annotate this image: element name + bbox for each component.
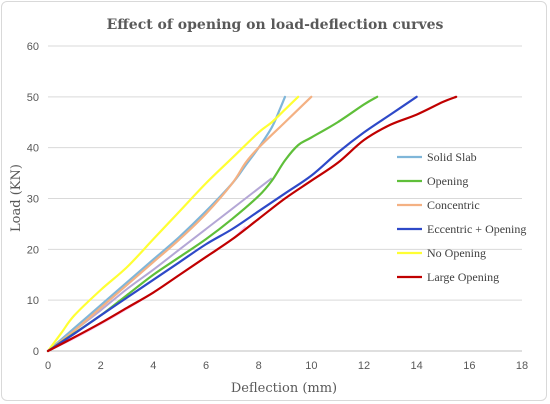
legend-item-opening: Opening: [397, 174, 468, 188]
legend-item-solid-slab: Solid Slab: [397, 150, 477, 164]
series-lines: [46, 95, 458, 353]
y-tick-labels: 0 10 20 30 40 50 60: [27, 41, 39, 358]
y-tick-label: 20: [27, 244, 39, 256]
x-tick-labels: 0 2 4 6 8 10 12 14 16 18: [45, 360, 528, 372]
y-tick-label: 60: [27, 41, 39, 53]
legend-item-large-opening: Large Opening: [397, 270, 499, 284]
x-tick-label: 4: [150, 360, 156, 372]
legend-label: Eccentric + Opening: [427, 222, 526, 236]
legend: Solid Slab Opening Concentric Eccentric + O…: [397, 150, 526, 284]
x-tick-label: 14: [411, 360, 423, 372]
series-line-no-opening: [46, 95, 300, 353]
y-axis-title: Load (KN): [9, 164, 24, 232]
y-tick-label: 40: [27, 143, 39, 155]
x-tick-label: 0: [45, 360, 51, 372]
y-tick-label: 0: [33, 346, 39, 358]
series-line-concentric: [46, 95, 313, 353]
legend-item-concentric: Concentric: [397, 198, 480, 212]
legend-label: Concentric: [427, 198, 480, 212]
legend-label: No Opening: [427, 246, 486, 260]
x-tick-label: 8: [256, 360, 262, 372]
series-line-eccentric-opening: [46, 95, 418, 353]
y-tick-label: 10: [27, 295, 39, 307]
legend-item-no-opening: No Opening: [397, 246, 486, 260]
x-tick-label: 6: [203, 360, 209, 372]
x-tick-label: 10: [305, 360, 317, 372]
legend-item-eccentric-opening: Eccentric + Opening: [397, 222, 526, 236]
legend-label: Solid Slab: [427, 150, 477, 164]
y-tick-label: 30: [27, 194, 39, 206]
x-tick-label: 2: [98, 360, 104, 372]
legend-label: Large Opening: [427, 270, 499, 284]
legend-label: Opening: [427, 174, 468, 188]
x-tick-label: 16: [463, 360, 475, 372]
x-tick-label: 18: [516, 360, 528, 372]
x-tick-label: 12: [358, 360, 370, 372]
series-line-large-opening: [46, 95, 458, 353]
x-axis-title: Deflection (mm): [231, 381, 337, 396]
chart-title: Effect of opening on load-deflection cur…: [107, 17, 444, 33]
series-line-solid-slab: [46, 95, 287, 353]
y-tick-label: 50: [27, 92, 39, 104]
